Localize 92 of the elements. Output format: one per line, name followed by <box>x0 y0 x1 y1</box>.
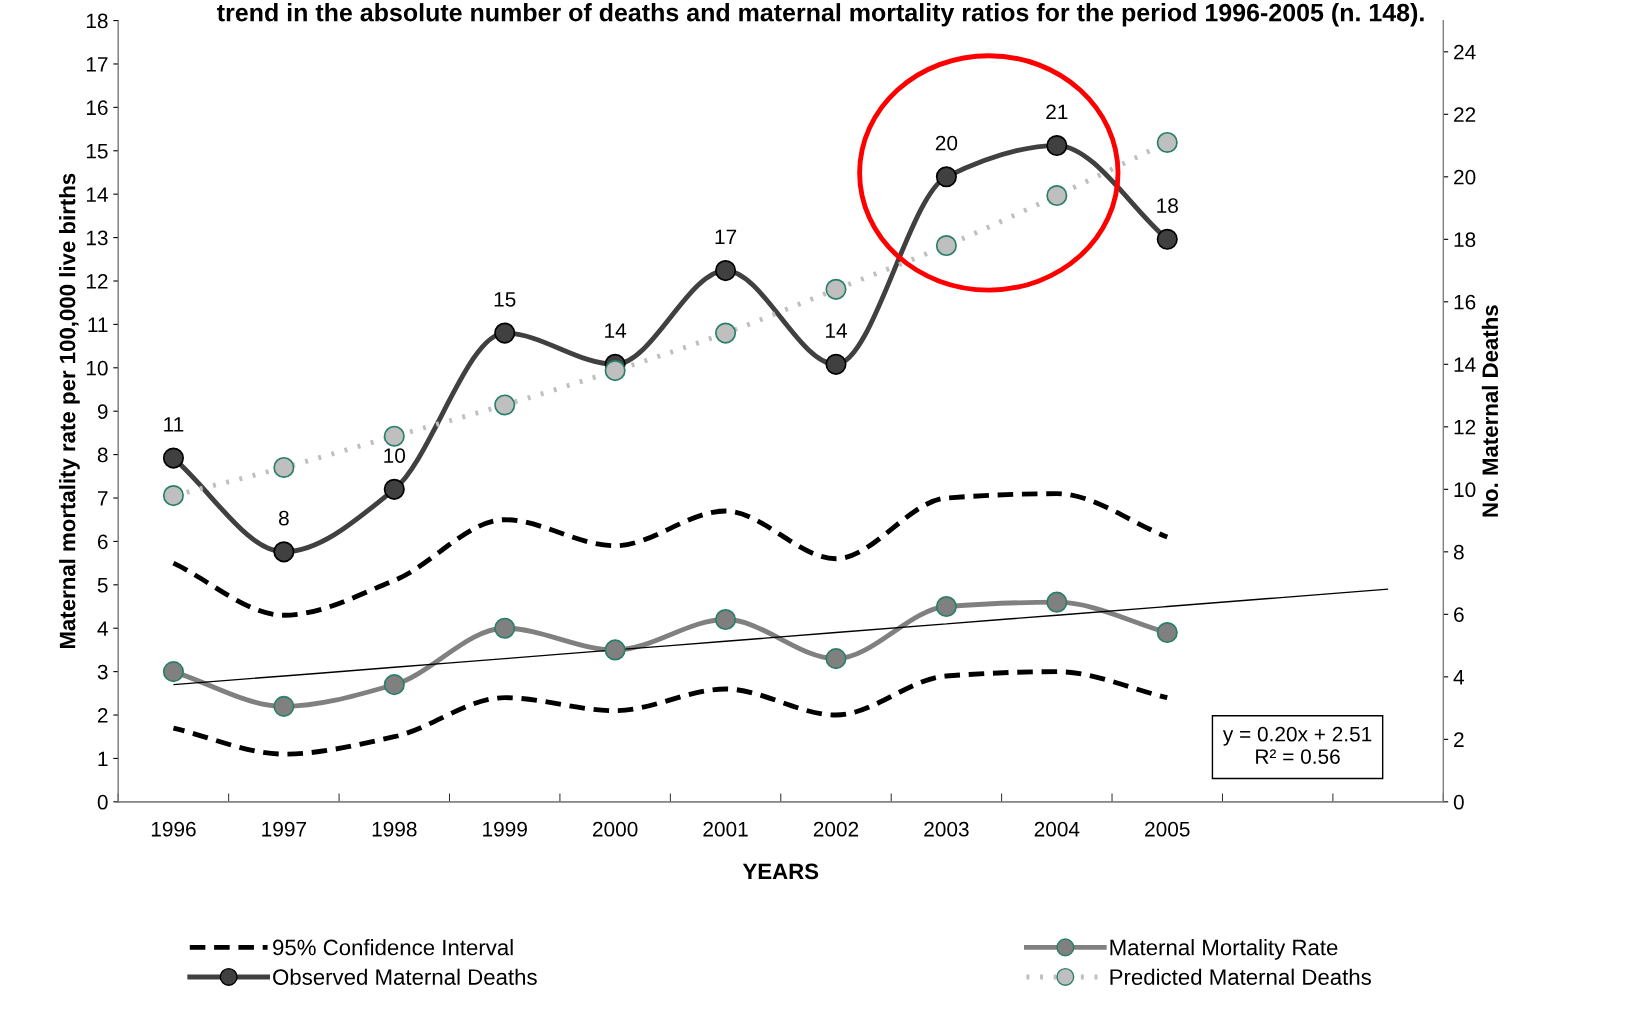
y2-tick-label: 12 <box>1454 419 1476 435</box>
y2-tick-label: 0 <box>1453 794 1464 810</box>
point <box>1156 228 1178 250</box>
data-label: 20 <box>935 135 958 151</box>
x-tick-label: 2003 <box>924 821 969 837</box>
point <box>825 278 847 300</box>
y-axis-title: Maternal mortality rate per 100,000 live births <box>59 173 80 649</box>
y-tick-label: 6 <box>97 534 108 550</box>
x-tick-label: 2000 <box>593 821 638 837</box>
x-tick-label: 2002 <box>813 821 859 837</box>
point <box>935 595 957 618</box>
legend-label: Maternal Mortality Rate <box>1110 939 1338 960</box>
data-label: 8 <box>278 510 289 526</box>
y2-tick-label: 14 <box>1454 357 1476 372</box>
y2-axis-title: No. Maternal Deaths <box>1481 305 1499 517</box>
y2-tick-label: 2 <box>1454 732 1464 747</box>
y2-tick-label: 4 <box>1453 670 1465 685</box>
y-tick-label: 16 <box>86 100 108 116</box>
x-tick-label: 1997 <box>262 821 306 837</box>
y2-tick-label: 16 <box>1454 294 1476 310</box>
point <box>604 639 626 661</box>
point <box>1046 185 1068 207</box>
point <box>494 394 516 416</box>
point <box>715 322 737 344</box>
point <box>273 541 295 563</box>
y-tick-label: 13 <box>86 230 108 246</box>
data-label: 18 <box>1157 198 1178 213</box>
point <box>383 674 405 696</box>
y-tick-label: 0 <box>97 794 108 810</box>
data-label: 17 <box>715 229 737 245</box>
point <box>825 648 847 670</box>
x-tick-label: 2004 <box>1034 821 1080 837</box>
point <box>273 456 295 479</box>
line-series <box>171 669 1170 757</box>
data-label: 21 <box>1046 104 1068 120</box>
point <box>273 695 295 717</box>
legend-label: 95% Confidence Interval <box>273 939 513 956</box>
line-series <box>171 491 1170 618</box>
y-tick-label: 12 <box>86 273 108 289</box>
point <box>1046 135 1068 157</box>
point <box>715 260 737 282</box>
y-tick-label: 17 <box>86 57 108 72</box>
y2-tick-label: 22 <box>1454 107 1476 122</box>
y2-tick-label: 24 <box>1454 44 1476 60</box>
data-label: 14 <box>825 323 847 338</box>
y-tick-label: 8 <box>97 447 108 463</box>
x-tick-label: 1999 <box>483 821 527 837</box>
y2-tick-label: 18 <box>1454 232 1476 248</box>
x-tick-label: 2001 <box>703 821 748 837</box>
point <box>935 166 957 188</box>
chart-title: trend in the absolute number of deaths and maternal mortality ratios for the period 1996-2005 (n. 148). <box>217 3 1424 27</box>
y-tick-label: 18 <box>86 13 108 29</box>
y-tick-label: 14 <box>86 187 108 202</box>
point <box>935 235 957 257</box>
y-tick-label: 9 <box>97 404 108 419</box>
x-tick-label: 1998 <box>372 821 417 837</box>
data-label: 15 <box>494 292 516 307</box>
y-tick-label: 1 <box>98 751 108 766</box>
y-tick-label: 5 <box>97 578 108 593</box>
x-tick-label: 1996 <box>151 821 196 837</box>
point <box>715 608 737 631</box>
point <box>494 617 516 639</box>
point <box>494 322 516 344</box>
point <box>1156 131 1178 153</box>
y-tick-label: 2 <box>97 708 108 723</box>
point <box>383 425 405 447</box>
y-tick-label: 4 <box>97 621 108 636</box>
point <box>604 360 626 382</box>
annotation: y = 0.20x + 2.51 R² = 0.56 <box>1222 726 1372 764</box>
data-label: 10 <box>384 448 406 463</box>
point <box>825 353 847 375</box>
y-tick-label: 11 <box>88 317 108 332</box>
data-label: 11 <box>164 417 184 432</box>
point <box>162 485 184 507</box>
y2-tick-label: 8 <box>1453 544 1464 560</box>
point <box>1046 591 1068 613</box>
point <box>162 661 184 683</box>
data-label: 14 <box>605 323 627 338</box>
x-axis-title: YEARS <box>742 863 819 880</box>
y2-tick-label: 6 <box>1454 607 1464 623</box>
y2-tick-label: 20 <box>1454 169 1476 185</box>
y-tick-label: 10 <box>86 360 108 376</box>
x-tick-label: 2005 <box>1145 821 1190 837</box>
y-tick-label: 3 <box>97 664 108 680</box>
y2-tick-label: 10 <box>1454 482 1476 498</box>
legend-label: Observed Maternal Deaths <box>273 968 537 985</box>
point <box>1156 622 1178 644</box>
point <box>383 478 405 500</box>
y-tick-label: 15 <box>86 143 108 159</box>
y-tick-label: 7 <box>97 491 108 506</box>
legend-label: Predicted Maternal Deaths <box>1110 968 1371 985</box>
point <box>162 447 184 469</box>
